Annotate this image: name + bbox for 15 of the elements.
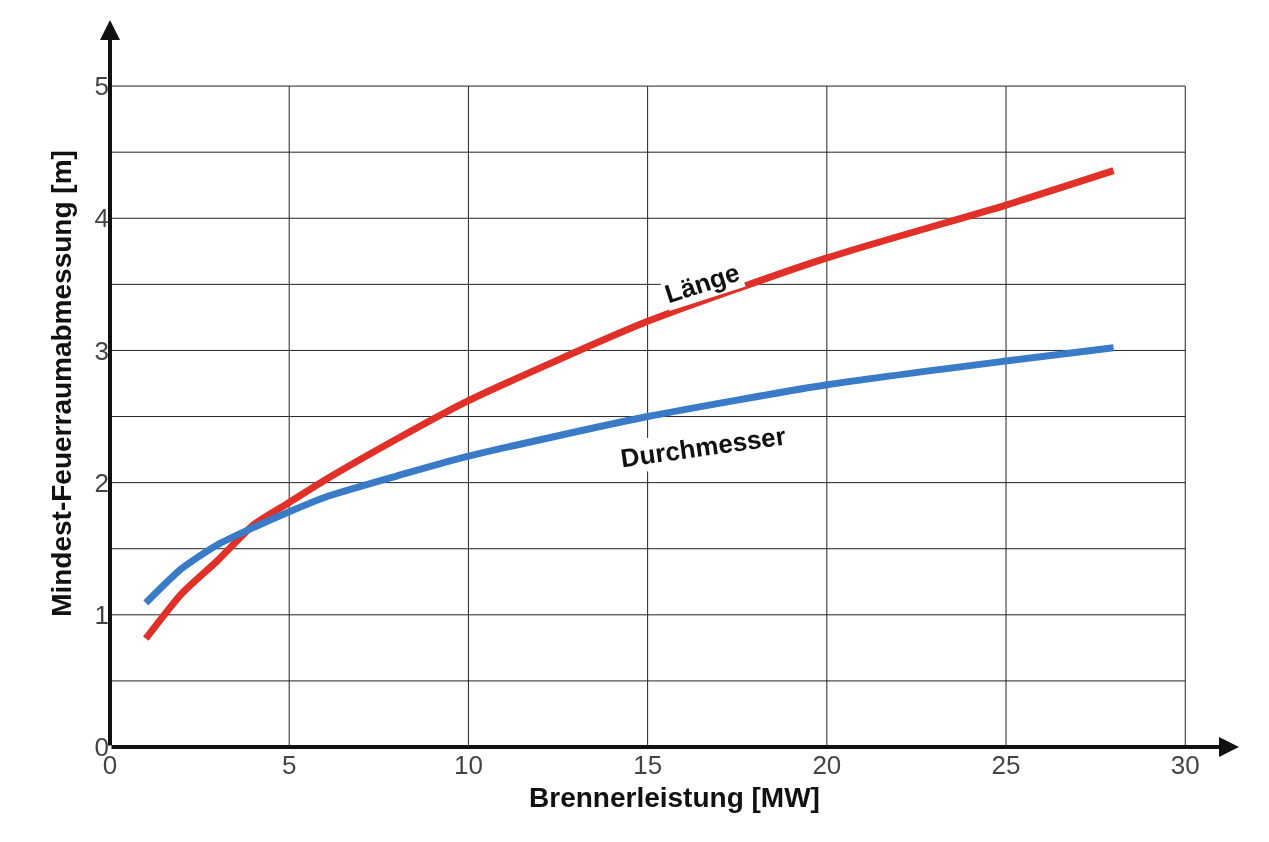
x-axis-title: Brennerleistung [MW] (529, 782, 820, 814)
y-axis-title: Mindest-Feuerraumabmessung [m] (46, 150, 78, 617)
y-tick-label: 2 (94, 467, 109, 498)
y-tick-label: 1 (94, 599, 109, 630)
text: Durchmesser (618, 420, 788, 474)
y-tick-label: 3 (94, 335, 109, 366)
text: Länge (661, 257, 744, 310)
y-tick-label: 4 (94, 203, 109, 234)
x-tick-label: 5 (281, 750, 297, 780)
x-tick-label: 25 (991, 750, 1021, 780)
x-tick-label: 30 (1170, 750, 1200, 780)
y-tick-label: 5 (94, 71, 109, 102)
x-tick-label: 10 (453, 750, 483, 780)
x-tick-label: 15 (633, 750, 663, 780)
x-tick-label: 20 (812, 750, 842, 780)
